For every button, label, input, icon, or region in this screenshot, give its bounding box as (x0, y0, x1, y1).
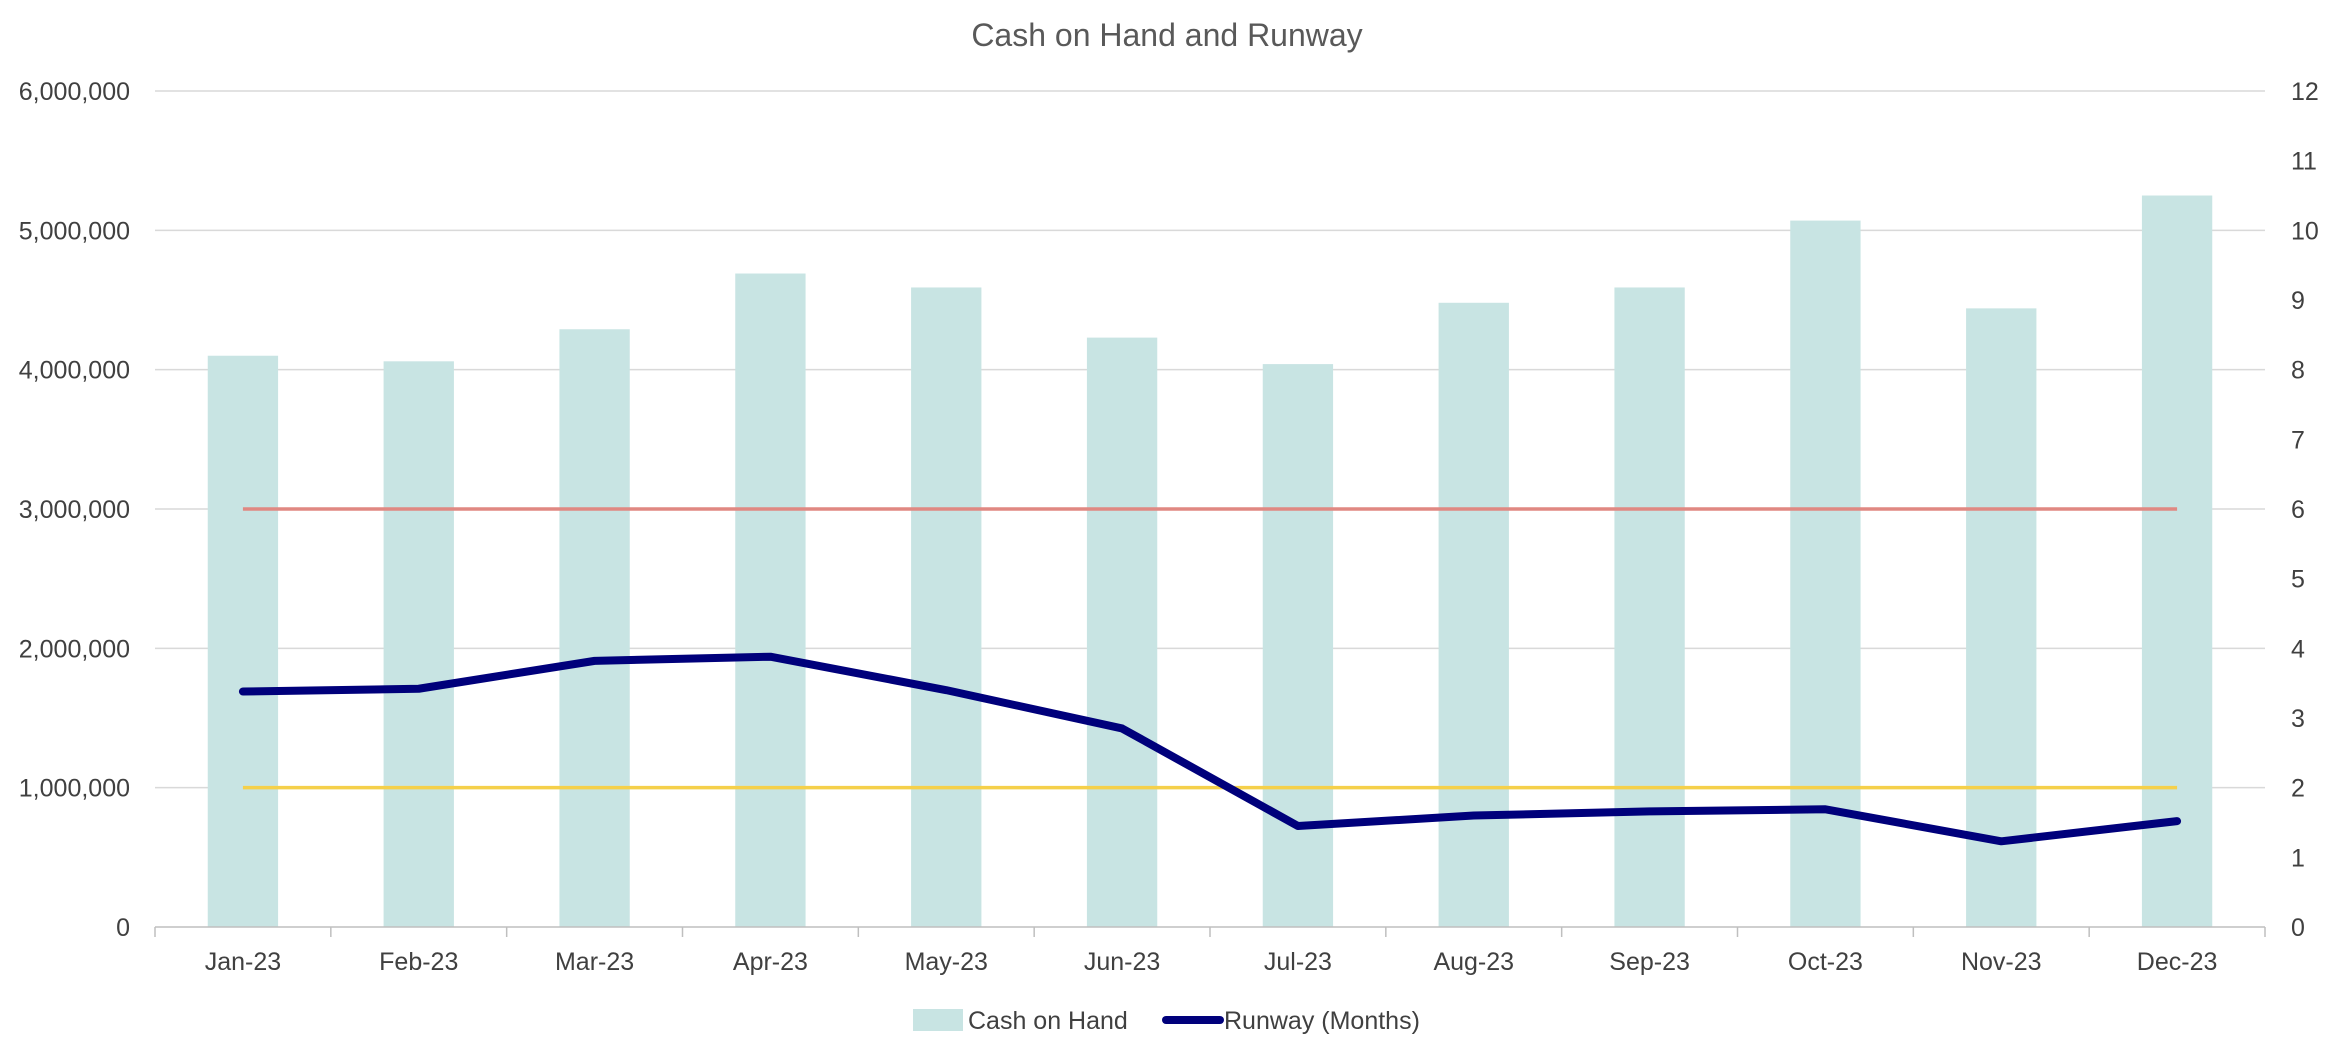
y-right-tick-label: 5 (2291, 566, 2305, 594)
y-left-tick-label: 1,000,000 (19, 775, 130, 803)
runway-point (1472, 814, 1475, 817)
bar-cash-on-hand (1262, 364, 1334, 927)
x-tick-label: Jul-23 (1264, 948, 1332, 976)
runway-point (417, 687, 420, 690)
legend-swatch-cash-on-hand (913, 1009, 963, 1031)
runway-point (1824, 808, 1827, 811)
y-left-tick-label: 0 (116, 914, 130, 942)
x-tick-label: Jun-23 (1084, 948, 1160, 976)
runway-point (593, 659, 596, 662)
x-tick-label: May-23 (905, 948, 988, 976)
x-tick-label: Aug-23 (1433, 948, 1514, 976)
bar-cash-on-hand (1790, 220, 1861, 927)
bar-cash-on-hand (1438, 302, 1509, 928)
y-right-tick-label: 0 (2291, 914, 2305, 942)
x-tick-label: Sep-23 (1609, 948, 1690, 976)
y-right-tick-label: 3 (2291, 705, 2305, 733)
bar-cash-on-hand (1966, 308, 2037, 927)
y-left-tick-label: 3,000,000 (19, 496, 130, 524)
y-left-tick-label: 2,000,000 (19, 635, 130, 663)
x-tick-label: Dec-23 (2137, 948, 2218, 976)
x-tick-label: Jan-23 (205, 948, 281, 976)
runway-point (2000, 840, 2003, 843)
reference-lines (242, 507, 2178, 790)
x-tick-label: Apr-23 (733, 948, 808, 976)
y-right-tick-label: 7 (2291, 426, 2305, 454)
y-right-tick-label: 9 (2291, 287, 2305, 315)
y-right-tick-label: 2 (2291, 775, 2305, 803)
runway-line-series (238, 652, 2182, 846)
runway-point (1648, 810, 1651, 813)
bar-cash-on-hand (735, 273, 806, 927)
runway-point (769, 655, 772, 658)
bar-cash-on-hand (1086, 337, 1158, 927)
bar-cash-on-hand (1614, 287, 1685, 928)
y-right-tick-label: 6 (2291, 496, 2305, 524)
x-tick-label: Feb-23 (379, 948, 458, 976)
axes: 0 1,000,000 2,000,000 3,000,000 4,000,000 5,0… (19, 78, 2319, 976)
bar-cash-on-hand (207, 355, 279, 927)
legend-label-runway: Runway (Months) (1224, 1007, 1420, 1035)
chart-title: Cash on Hand and Runway (971, 17, 1362, 53)
y-right-tick-label: 1 (2291, 844, 2305, 872)
y-right-tick-label: 8 (2291, 357, 2305, 385)
runway-point (945, 689, 948, 692)
runway-point (1296, 824, 1299, 827)
legend: Cash on Hand Runway (Months) (913, 1007, 1420, 1035)
runway-point (1121, 727, 1124, 730)
y-left-tick-label: 5,000,000 (19, 217, 130, 245)
runway-point (241, 690, 244, 693)
y-right-tick-label: 12 (2291, 78, 2319, 106)
bar-cash-on-hand (559, 329, 630, 927)
x-tick-label: Mar-23 (555, 948, 634, 976)
runway-line (238, 652, 2182, 846)
bar-cash-on-hand (383, 361, 454, 928)
bar-cash-on-hand (2141, 195, 2213, 927)
runway-point (2176, 820, 2179, 823)
x-tick-label: Nov-23 (1961, 948, 2042, 976)
bar-cash-on-hand (911, 287, 982, 928)
y-right-tick-label: 10 (2291, 217, 2319, 245)
y-right-tick-label: 11 (2291, 148, 2317, 176)
bar-series (207, 195, 2213, 928)
x-tick-label: Oct-23 (1788, 948, 1863, 976)
legend-label-cash-on-hand: Cash on Hand (968, 1007, 1128, 1035)
y-left-tick-label: 4,000,000 (19, 357, 130, 385)
y-left-tick-label: 6,000,000 (19, 78, 130, 106)
y-right-tick-label: 4 (2291, 635, 2305, 663)
